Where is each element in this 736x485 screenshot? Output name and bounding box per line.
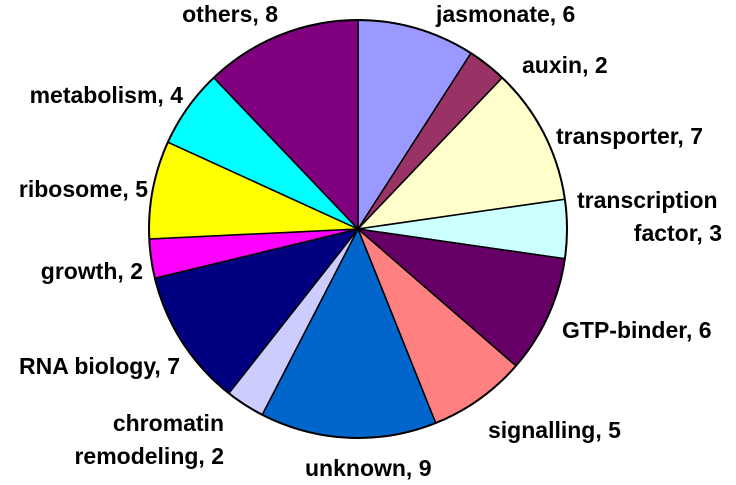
pie-label-signalling: signalling, 5: [488, 417, 621, 443]
pie-label-gtp-binder: GTP-binder, 6: [562, 317, 712, 343]
pie-label-ribosome: ribosome, 5: [19, 176, 148, 202]
pie-label-rna-biology: RNA biology, 7: [19, 353, 180, 379]
pie-label-line: chromatin: [113, 410, 224, 436]
pie-label-chromatin-remodeling: chromatin remodeling, 2: [74, 410, 224, 469]
pie-labels: jasmonate, 6 auxin, 2 transporter, 7 transc…: [19, 1, 722, 481]
pie-slices: [148, 19, 568, 439]
pie-label-transporter: transporter, 7: [556, 123, 703, 149]
pie-label-others: others, 8: [182, 1, 278, 27]
pie-label-growth: growth, 2: [41, 258, 143, 284]
pie-label-line: transcription: [577, 187, 718, 213]
pie-label-metabolism: metabolism, 4: [30, 82, 184, 108]
pie-label-line: factor, 3: [634, 220, 722, 246]
pie-label-jasmonate: jasmonate, 6: [435, 1, 575, 27]
pie-label-unknown: unknown, 9: [305, 455, 432, 481]
pie-outline: [148, 19, 568, 439]
pie-label-line: remodeling, 2: [74, 443, 224, 469]
pie-label-auxin: auxin, 2: [522, 52, 608, 78]
pie-label-transcription-factor: transcription factor, 3: [577, 187, 722, 246]
